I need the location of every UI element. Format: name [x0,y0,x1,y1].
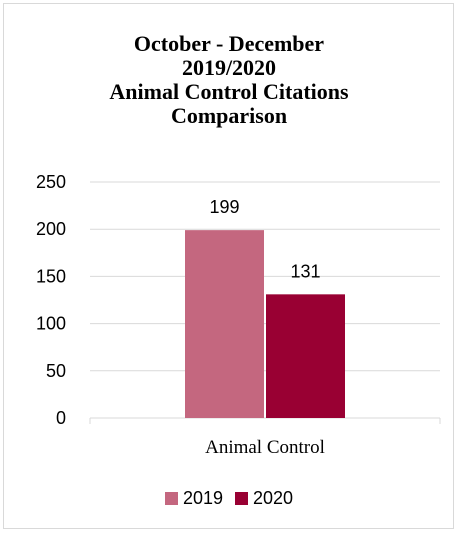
data-labels: 199 131 [209,197,320,281]
bars [185,230,345,418]
chart-title-line-3: Animal Control Citations [109,79,349,104]
chart-title-line-1: October - December [133,31,325,56]
y-tick-label: 150 [36,266,66,286]
x-axis-category-labels: Animal Control [205,437,325,458]
data-label-2020: 131 [290,261,320,281]
data-label-2019: 199 [209,197,239,217]
y-tick-label: 200 [36,219,66,239]
chart-title-line-4: Comparison [170,103,288,128]
y-tick-label: 250 [36,172,66,192]
legend-swatch-2019 [164,491,178,505]
legend-label-2020: 2020 [253,487,294,508]
bar-2020 [266,294,345,418]
bar-2019 [185,230,264,418]
y-tick-label: 0 [56,408,66,428]
chart-title-line-2: 2019/2020 [181,55,277,80]
legend-entry-2020: 2020 [235,488,293,509]
x-category-label: Animal Control [205,437,325,458]
legend: 2019 2020 [0,486,458,510]
gridlines [89,181,441,424]
y-tick-label: 50 [46,361,66,381]
legend-swatch-2020 [235,491,248,505]
legend-entry-2019: 2019 [164,487,223,509]
legend-label-2019: 2019 [182,487,223,508]
chart-title: October - December 2019/2020 Animal Cont… [0,32,458,128]
y-axis-tick-labels: 0 50 100 150 200 250 [36,172,66,428]
y-tick-label: 100 [36,314,66,334]
